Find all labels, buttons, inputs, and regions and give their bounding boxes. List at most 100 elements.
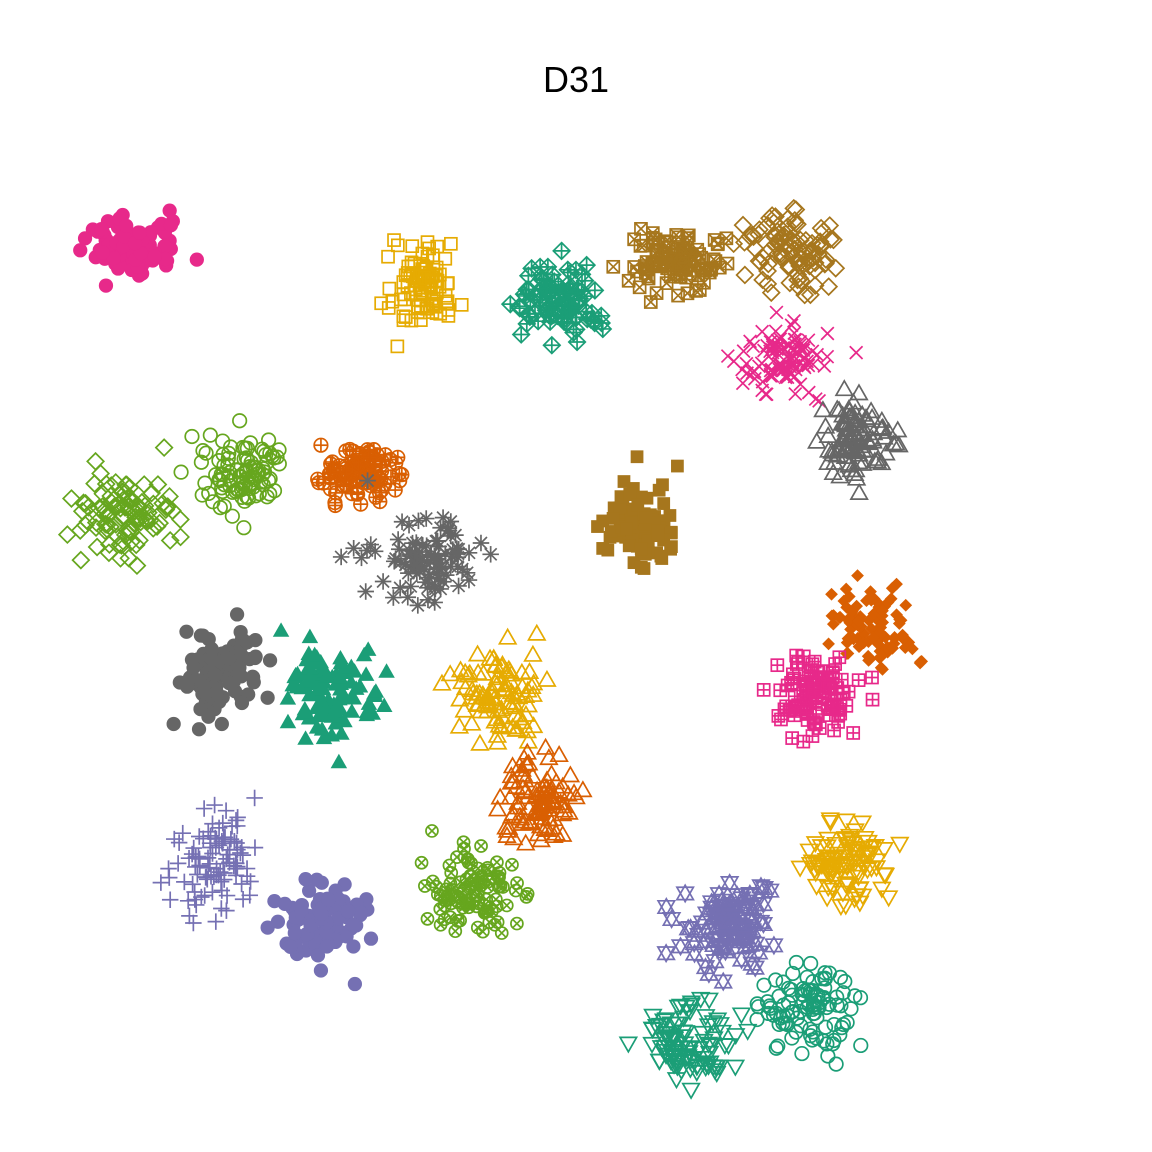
data-point [393,513,411,530]
data-point [487,799,508,817]
data-point [160,860,177,877]
data-point [656,897,677,917]
data-point [820,326,835,341]
data-point [119,218,134,233]
data-point [426,594,443,611]
data-point [670,998,691,1016]
data-point [330,753,348,769]
data-point [221,445,237,461]
data-point [884,592,898,606]
series-cluster-7 [807,379,909,500]
data-point [812,858,832,876]
data-point [204,883,221,901]
data-point [856,855,877,873]
data-point [70,521,90,540]
data-point [97,515,117,535]
data-point [217,802,235,819]
data-point [858,834,878,852]
data-point [231,666,247,681]
series-cluster-1 [73,203,204,293]
data-point [174,824,191,842]
data-point [826,617,840,631]
data-point [812,670,827,685]
data-point [359,641,377,656]
data-point [501,766,522,784]
data-point [313,437,329,453]
data-point [229,841,246,858]
data-point [194,487,210,503]
data-point [483,648,504,666]
data-point [749,224,769,244]
data-point [606,259,621,274]
data-point [382,281,397,296]
data-point [272,622,290,637]
data-point [455,678,476,696]
data-point [191,858,209,875]
data-point [808,244,828,264]
data-point [346,939,361,954]
data-point [354,905,369,921]
data-point [818,453,838,471]
data-point [119,487,139,507]
data-point [193,454,209,470]
data-point [857,847,878,865]
data-point [229,607,245,622]
data-point [184,875,201,893]
data-point [298,872,313,887]
data-point [770,1038,786,1054]
data-point [736,344,751,359]
data-point [830,701,844,715]
data-point [822,637,835,651]
series-cluster-6 [720,305,864,408]
data-point [770,658,785,673]
data-point [712,890,732,911]
data-point [279,690,297,705]
data-point [537,279,557,299]
data-point [397,292,412,307]
data-point [325,708,342,723]
data-point [639,511,653,524]
data-point [510,916,524,931]
data-point [712,1024,733,1042]
data-point [73,243,88,258]
data-point [94,222,109,237]
data-point [754,878,775,899]
data-point [456,835,471,850]
data-point [786,200,806,220]
data-point [420,235,435,249]
data-point [206,796,223,814]
data-point [779,699,794,714]
data-point [176,873,193,891]
data-point [147,249,162,264]
data-point [61,489,81,508]
data-point [405,239,420,254]
data-point [696,261,710,276]
series-cluster-18 [487,737,593,851]
data-point [256,464,273,480]
data-point [836,415,856,433]
data-point [805,276,825,295]
data-point [180,849,198,867]
data-point [163,218,179,233]
data-point [835,831,856,849]
data-point [364,705,381,720]
data-point [442,527,459,545]
data-point [575,286,595,306]
data-point [470,733,490,751]
data-point [411,563,429,580]
data-point [426,547,443,565]
data-point [844,891,865,909]
data-point [359,472,376,489]
data-point [834,379,855,397]
data-point [872,881,892,899]
data-point [457,882,472,896]
data-point [506,776,527,794]
data-point [488,917,502,932]
data-point [440,276,455,291]
data-point [221,854,238,871]
data-point [767,336,782,351]
data-point [360,695,378,710]
data-point [443,876,458,891]
data-point [866,631,880,644]
data-point [518,753,539,771]
